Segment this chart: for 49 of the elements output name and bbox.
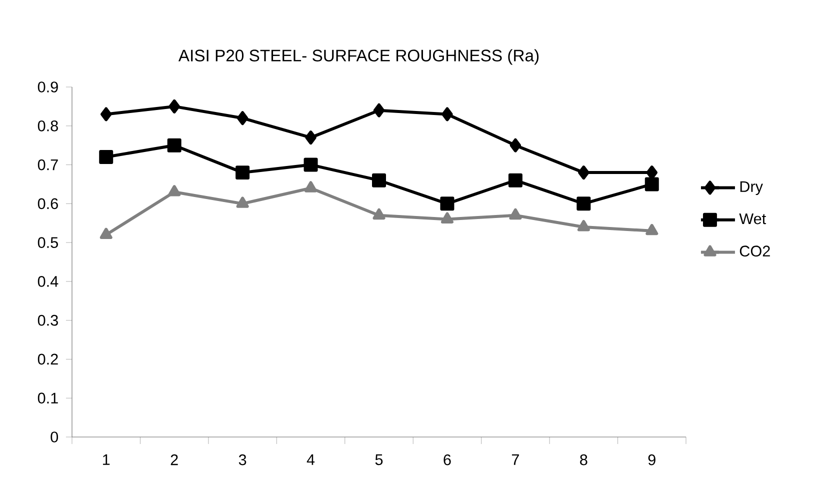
point (168, 185, 181, 196)
point (168, 99, 180, 114)
x-tick-label: 5 (375, 454, 383, 466)
point (372, 208, 386, 220)
x-tick-label: 2 (170, 454, 178, 466)
point (576, 196, 591, 211)
point (100, 107, 112, 122)
point (578, 166, 590, 180)
point (236, 196, 249, 208)
y-tick-label: 0.1 (38, 392, 58, 404)
point (509, 208, 522, 220)
x-tick-label: 4 (306, 454, 315, 465)
point (644, 177, 659, 192)
point (577, 220, 590, 232)
point (236, 111, 248, 126)
y-tick-label: 0.3 (38, 314, 58, 326)
point (373, 103, 385, 118)
point (167, 138, 182, 152)
point (510, 138, 522, 152)
point (304, 158, 318, 172)
point (100, 228, 112, 240)
y-tick-label: 0.6 (38, 198, 58, 210)
x-tick-label: 7 (512, 454, 519, 465)
chart-title: AISI P20 STEEL- SURFACE ROUGHNESS (Ra) (178, 49, 539, 65)
x-tick-label: 1 (103, 454, 110, 465)
y-tick-label: 0.8 (38, 120, 58, 132)
point (305, 130, 316, 145)
legend-label: Dry (740, 181, 763, 196)
legend-label: CO2 (740, 246, 770, 257)
x-tick-label: 8 (580, 454, 588, 466)
point (99, 150, 114, 164)
point (440, 196, 454, 211)
x-tick-label: 3 (238, 454, 246, 466)
y-tick-label: 0.5 (38, 237, 58, 248)
x-tick-label: 9 (648, 454, 656, 466)
y-tick-label: 0 (50, 432, 58, 442)
x-tick-label: 6 (444, 454, 451, 466)
y-tick-label: 0.4 (38, 276, 58, 287)
y-tick-label: 0.2 (38, 354, 58, 365)
point (442, 107, 453, 122)
point (236, 166, 250, 180)
y-tick-label: 0.9 (38, 82, 58, 92)
point (508, 173, 522, 188)
point (440, 212, 454, 224)
point (304, 181, 318, 192)
legend-label: Wet (739, 214, 766, 224)
point (372, 173, 386, 188)
point (646, 224, 658, 236)
y-tick-label: 0.7 (38, 159, 58, 170)
